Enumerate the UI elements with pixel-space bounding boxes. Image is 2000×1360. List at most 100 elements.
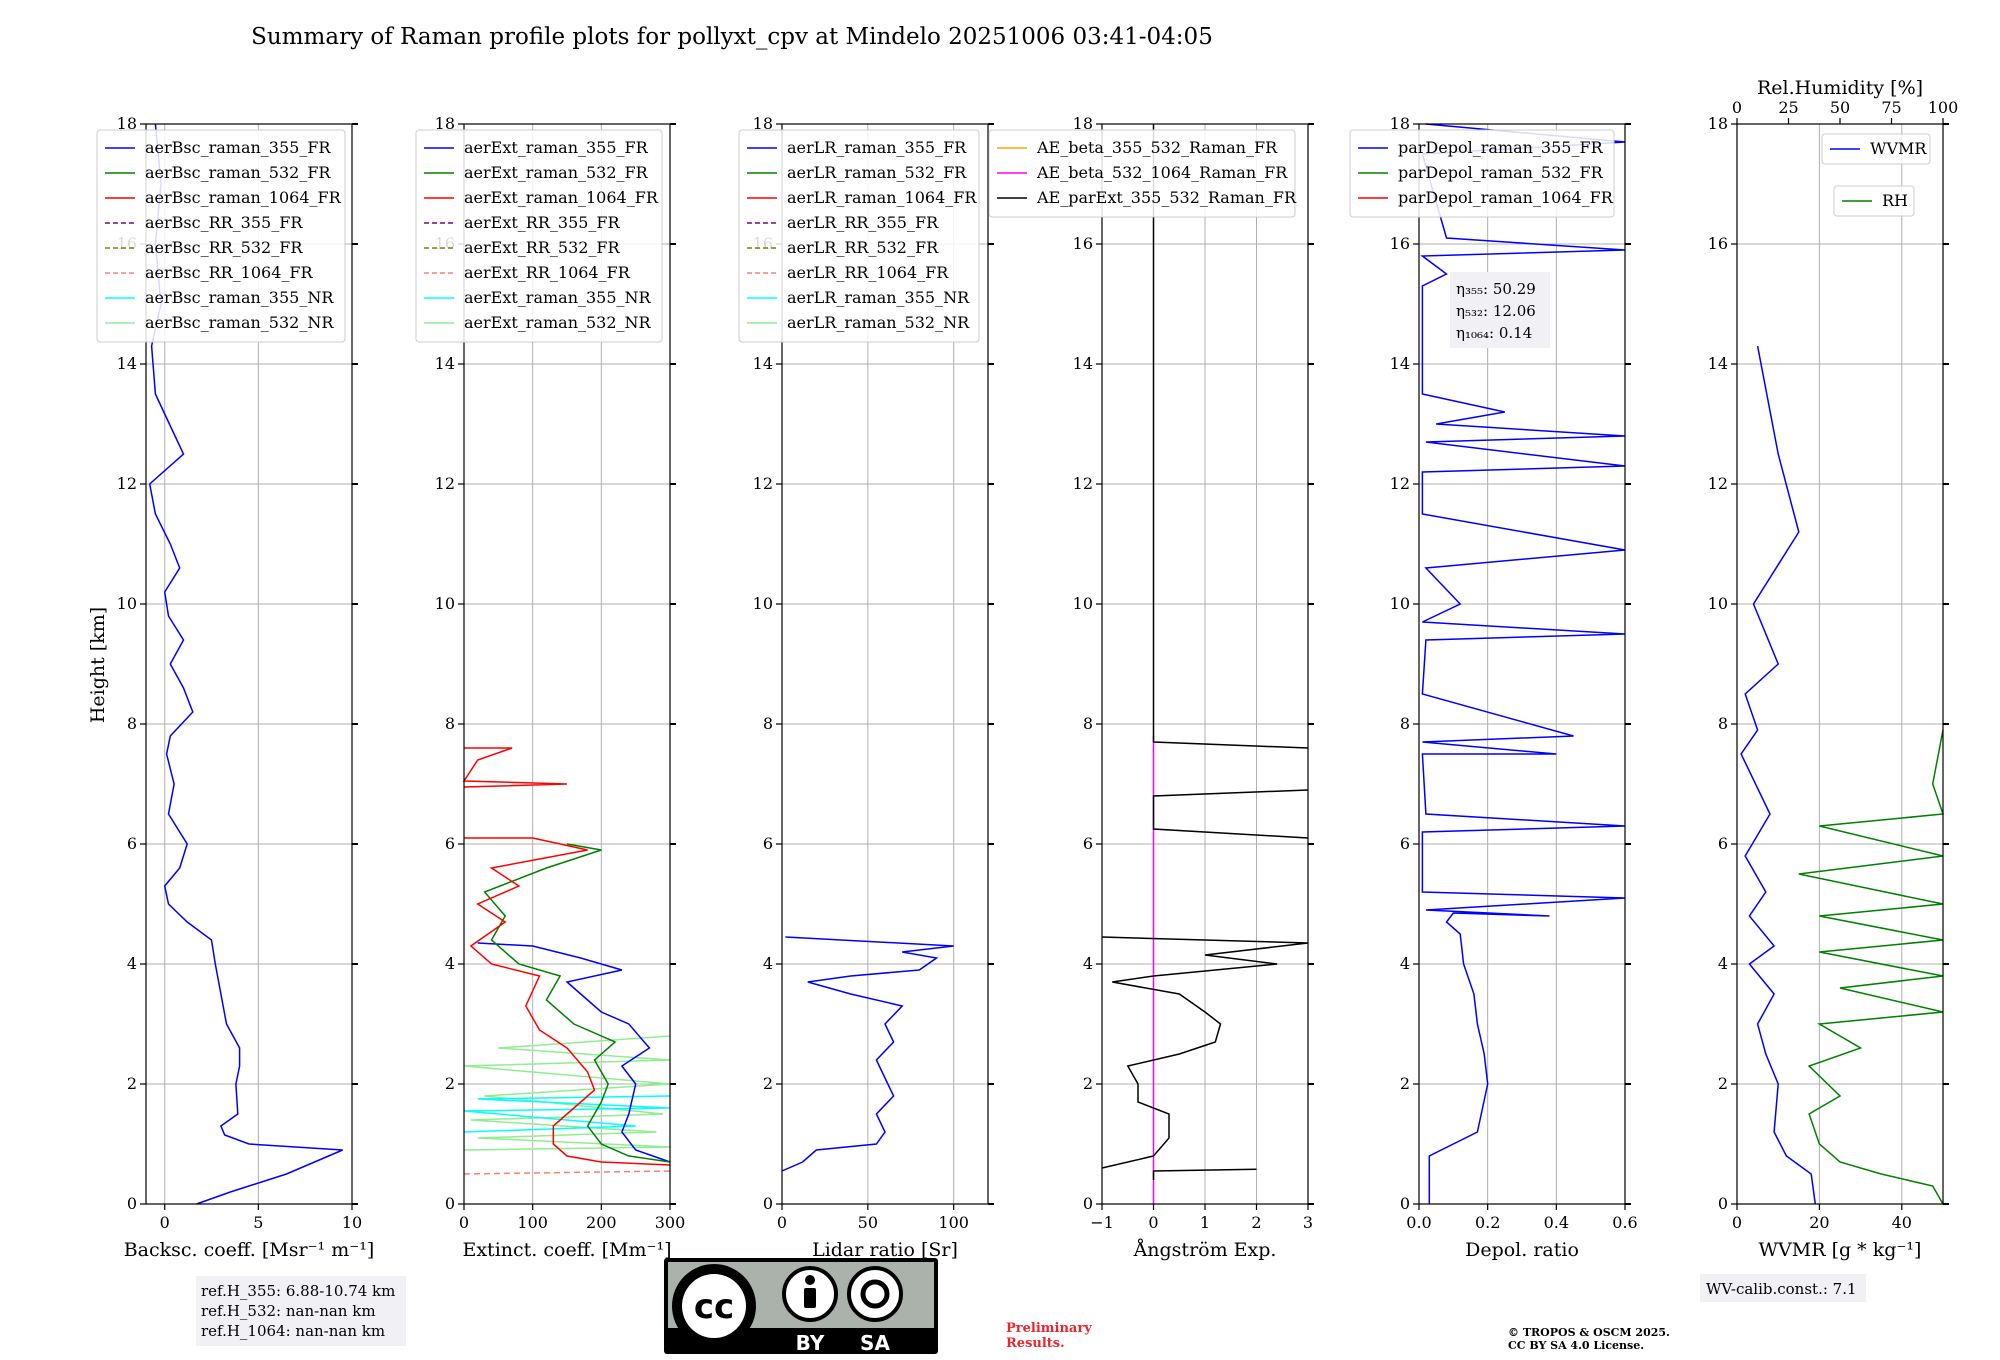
ytick-label-wv: 16 [1708, 234, 1728, 253]
ytick-label-ae: 2 [1083, 1074, 1093, 1093]
eta-1064: η₁₀₆₄: 0.14 [1456, 324, 1532, 342]
sa-arrow-icon [860, 1279, 890, 1309]
figure-title: Summary of Raman profile plots for polly… [251, 24, 1213, 50]
ytick-label-bsc: 18 [117, 114, 137, 133]
reference-height-355: ref.H_355: 6.88-10.74 km [201, 1282, 395, 1300]
ytick-label-ae: 4 [1083, 954, 1093, 973]
legend-label-aerBsc_RR_1064_FR: aerBsc_RR_1064_FR [145, 263, 314, 282]
xtick-label-ae: 0 [1148, 1213, 1158, 1232]
wv-calib-box-bg [1700, 1274, 1866, 1302]
ytick-label-bsc: 10 [117, 594, 137, 613]
axes-frame-depol [1418, 123, 1626, 1205]
legend-label-aerExt_raman_355_NR: aerExt_raman_355_NR [464, 288, 652, 307]
ytick-label-depol: 18 [1390, 114, 1410, 133]
sa-share-alike-icon [847, 1266, 903, 1322]
ytick-label-ae: 16 [1073, 234, 1093, 253]
ytick-label-ext: 14 [435, 354, 455, 373]
legend-label-parDepol_raman_1064_FR: parDepol_raman_1064_FR [1398, 188, 1614, 207]
ytick-label-lr: 6 [763, 834, 773, 853]
xtick-label-lr: 50 [858, 1213, 878, 1232]
legend-label-aerBsc_raman_532_FR: aerBsc_raman_532_FR [145, 163, 331, 182]
ytick-label-ae: 12 [1073, 474, 1093, 493]
legend-label-aerLR_raman_355_NR: aerLR_raman_355_NR [787, 288, 970, 307]
xtick-label-wv: 20 [1809, 1213, 1829, 1232]
ytick-label-lr: 0 [763, 1194, 773, 1213]
wv-calib-constant: WV-calib.const.: 7.1 [1706, 1280, 1857, 1298]
legend-label-aerExt_RR_1064_FR: aerExt_RR_1064_FR [464, 263, 631, 282]
preliminary-line-2: Results. [1006, 1336, 1065, 1351]
ytick-label-bsc: 14 [117, 354, 137, 373]
xtick-label-ae: −1 [1090, 1213, 1114, 1232]
ytick-label-wv: 10 [1708, 594, 1728, 613]
cc-license-badge: cc BY SA [664, 1258, 938, 1355]
x-axis-label-ae: Ångström Exp. [1133, 1239, 1277, 1261]
series-AE_parExt_355_532_Raman_FR_c [1101, 936, 1309, 1169]
ytick-label-lr: 14 [753, 354, 773, 373]
series-RH [1798, 729, 1945, 1205]
axes-frame-wv [1736, 123, 1944, 1205]
top-xtick-label-wv: 75 [1881, 98, 1901, 117]
copyright-line-1: © TROPOS & OSCM 2025. [1508, 1326, 1670, 1339]
legend-label-aerBsc_RR_355_FR: aerBsc_RR_355_FR [145, 213, 303, 232]
ytick-label-lr: 12 [753, 474, 773, 493]
series-parDepol_raman_355_FR [1420, 123, 1626, 1204]
ytick-label-lr: 2 [763, 1074, 773, 1093]
axes-frame-lr [781, 123, 989, 1205]
reference-height-1064: ref.H_1064: nan-nan km [201, 1322, 385, 1340]
series-aerExt_raman_532_FR [483, 843, 671, 1163]
ytick-label-bsc: 4 [127, 954, 137, 973]
series-aerBsc_raman_355_FR [148, 123, 343, 1205]
legend-label-aerBsc_RR_532_FR: aerBsc_RR_532_FR [145, 238, 303, 257]
xtick-label-ae: 1 [1200, 1213, 1210, 1232]
legend-label-WVMR: WVMR [1870, 139, 1927, 158]
ytick-label-ae: 10 [1073, 594, 1093, 613]
series-aerLR_raman_355_FR [781, 936, 954, 1172]
legend-box-ext [415, 129, 663, 343]
legend-label-AE_beta_532_1064_Raman_FR: AE_beta_532_1064_Raman_FR [1036, 163, 1288, 182]
legend-label-aerLR_raman_1064_FR: aerLR_raman_1064_FR [787, 188, 977, 207]
by-person-head-icon [805, 1275, 815, 1285]
ytick-label-depol: 4 [1400, 954, 1410, 973]
xtick-label-lr: 0 [777, 1213, 787, 1232]
ytick-label-ae: 18 [1073, 114, 1093, 133]
legend-label-aerLR_raman_532_NR: aerLR_raman_532_NR [787, 313, 970, 332]
ytick-label-wv: 14 [1708, 354, 1728, 373]
panel-lr: 024681012141618050100Lidar ratio [Sr]aer… [738, 114, 994, 1261]
ytick-label-ext: 12 [435, 474, 455, 493]
xtick-label-depol: 0.2 [1475, 1213, 1500, 1232]
series-aerExt_raman_355_NR [463, 1095, 671, 1133]
top-xtick-label-wv: 0 [1732, 98, 1742, 117]
legend-label-aerLR_RR_1064_FR: aerLR_RR_1064_FR [787, 263, 949, 282]
ytick-label-wv: 6 [1718, 834, 1728, 853]
legend-box-wv [1833, 185, 1915, 217]
copyright-line-2: CC BY SA 4.0 License. [1508, 1339, 1644, 1352]
wv-calib-box: WV-calib.const.: 7.1 [1700, 1274, 1866, 1302]
legend-label-parDepol_raman_532_FR: parDepol_raman_532_FR [1398, 163, 1604, 182]
legend-box-lr [738, 129, 980, 343]
reference-height-box-bg [196, 1276, 406, 1346]
ytick-label-lr: 4 [763, 954, 773, 973]
y-axis-label: Height [km] [87, 607, 109, 723]
ytick-label-ext: 2 [445, 1074, 455, 1093]
ytick-label-depol: 12 [1390, 474, 1410, 493]
series-aerExt_RR_1064_FR [463, 1170, 671, 1175]
xtick-label-ae: 2 [1251, 1213, 1261, 1232]
axes-frame-ext [463, 123, 671, 1205]
series-aerExt_raman_532_NR [463, 1035, 671, 1151]
ytick-label-depol: 2 [1400, 1074, 1410, 1093]
ytick-label-bsc: 0 [127, 1194, 137, 1213]
ytick-label-depol: 10 [1390, 594, 1410, 613]
legend-label-aerLR_raman_532_FR: aerLR_raman_532_FR [787, 163, 967, 182]
ytick-label-depol: 14 [1390, 354, 1410, 373]
xtick-label-ext: 100 [517, 1213, 548, 1232]
ytick-label-ext: 6 [445, 834, 455, 853]
panel-ext: 0246810121416180100200300Extinct. coeff.… [415, 114, 685, 1261]
legend-box-bsc [96, 129, 346, 343]
xtick-label-bsc: 5 [253, 1213, 263, 1232]
legend-label-aerExt_raman_1064_FR: aerExt_raman_1064_FR [464, 188, 659, 207]
xtick-label-bsc: 10 [342, 1213, 362, 1232]
ytick-label-ext: 10 [435, 594, 455, 613]
x-axis-label-ext: Extinct. coeff. [Mm⁻¹] [462, 1239, 671, 1261]
series-aerExt_raman_355_FR [477, 942, 671, 1163]
